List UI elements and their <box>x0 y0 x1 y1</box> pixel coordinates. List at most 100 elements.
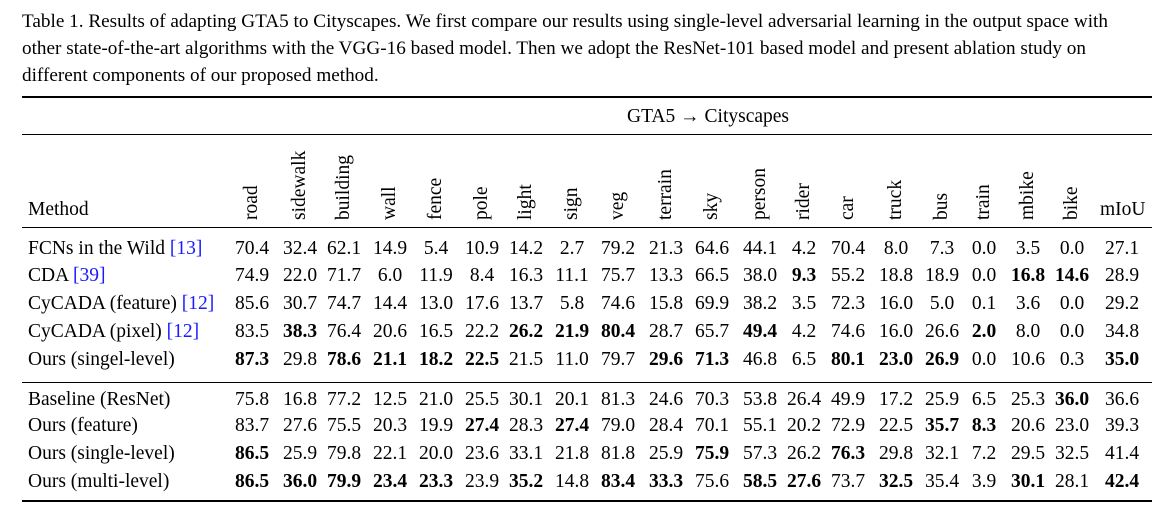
cell-person: 58.5 <box>742 471 778 492</box>
cell-fence: 20.0 <box>418 443 454 464</box>
cell-fence: 18.2 <box>418 349 454 370</box>
cell-fence: 16.5 <box>418 321 454 342</box>
cell-miou: 27.1 <box>1104 238 1140 259</box>
cell-miou: 28.9 <box>1104 265 1140 286</box>
cell-bus: 5.0 <box>929 293 955 314</box>
cell-car: 73.7 <box>830 471 866 492</box>
method-name: Ours (multi-level) <box>28 468 169 496</box>
method-name: Ours (singel-level) <box>28 346 175 374</box>
cell-truck: 29.8 <box>878 443 914 464</box>
cell-sign: 11.0 <box>555 349 589 370</box>
cell-train: 8.3 <box>971 415 997 436</box>
cell-person: 46.8 <box>742 349 778 370</box>
cell-rider: 3.5 <box>791 293 817 314</box>
cell-rider: 20.2 <box>786 415 822 436</box>
cell-truck: 18.8 <box>878 265 914 286</box>
cell-sign: 21.8 <box>554 443 590 464</box>
cell-building: 75.5 <box>326 415 362 436</box>
cell-truck: 17.2 <box>878 389 914 410</box>
cell-rider: 6.5 <box>791 349 817 370</box>
cell-terrain: 28.7 <box>648 321 684 342</box>
cell-veg: 81.3 <box>600 389 636 410</box>
method-name: Baseline (ResNet) <box>28 386 170 414</box>
cell-sky: 66.5 <box>694 265 730 286</box>
top-rule <box>22 96 1152 98</box>
cell-sky: 70.3 <box>694 389 730 410</box>
cell-terrain: 25.9 <box>648 443 684 464</box>
method-label: Baseline (ResNet) <box>28 389 171 410</box>
cell-building: 62.1 <box>326 238 362 259</box>
cell-bike: 0.0 <box>1059 238 1085 259</box>
cell-bus: 7.3 <box>929 238 955 259</box>
cell-light: 28.3 <box>508 415 544 436</box>
cell-sky: 65.7 <box>694 321 730 342</box>
cell-wall: 6.0 <box>377 265 403 286</box>
cell-pole: 23.6 <box>464 443 500 464</box>
cell-wall: 21.1 <box>372 349 408 370</box>
cell-building: 76.4 <box>326 321 362 342</box>
cell-truck: 22.5 <box>878 415 914 436</box>
cell-rider: 4.2 <box>791 238 817 259</box>
cell-train: 2.0 <box>971 321 997 342</box>
cell-fence: 5.4 <box>423 238 449 259</box>
cell-rider: 9.3 <box>791 265 817 286</box>
table-row: FCNs in the Wild [13] 70.4 32.4 62.1 14.9 5.4… <box>0 235 1168 263</box>
cell-person: 49.4 <box>742 321 778 342</box>
citation-link[interactable]: [12] <box>181 293 215 314</box>
citation-link[interactable]: [13] <box>169 238 203 259</box>
cell-veg: 79.2 <box>600 238 636 259</box>
header-rule <box>22 227 1152 228</box>
citation-link[interactable]: [39] <box>72 265 106 286</box>
cell-sidewalk: 29.8 <box>282 349 318 370</box>
cell-fence: 19.9 <box>418 415 454 436</box>
cell-light: 30.1 <box>508 389 544 410</box>
cell-mbike: 30.1 <box>1010 471 1046 492</box>
cell-mbike: 10.6 <box>1010 349 1046 370</box>
cell-bus: 35.7 <box>924 415 960 436</box>
cell-miou: 34.8 <box>1104 321 1140 342</box>
cell-sky: 69.9 <box>694 293 730 314</box>
cell-light: 35.2 <box>508 471 544 492</box>
cell-veg: 79.7 <box>600 349 636 370</box>
column-header-label: road <box>241 185 262 220</box>
cell-person: 55.1 <box>742 415 778 436</box>
cell-sidewalk: 30.7 <box>282 293 318 314</box>
cell-truck: 16.0 <box>878 321 914 342</box>
cell-rider: 27.6 <box>786 471 822 492</box>
cell-wall: 20.6 <box>372 321 408 342</box>
method-name: FCNs in the Wild [13] <box>28 235 202 263</box>
cell-sign: 14.8 <box>554 471 590 492</box>
cell-bike: 23.0 <box>1054 415 1090 436</box>
cell-terrain: 33.3 <box>648 471 684 492</box>
column-header-label: truck <box>885 179 906 220</box>
cell-truck: 23.0 <box>878 349 914 370</box>
cell-car: 72.9 <box>830 415 866 436</box>
cell-pole: 8.4 <box>469 265 495 286</box>
method-name: CDA [39] <box>28 262 105 290</box>
cell-car: 80.1 <box>830 349 866 370</box>
table-caption: Table 1. Results of adapting GTA5 to Cit… <box>22 11 1108 86</box>
cell-wall: 12.5 <box>372 389 408 410</box>
cell-veg: 74.6 <box>600 293 636 314</box>
cell-bike: 0.0 <box>1059 321 1085 342</box>
cell-mbike: 3.5 <box>1015 238 1041 259</box>
method-label: CyCADA (feature) <box>28 293 182 314</box>
cell-bus: 26.9 <box>924 349 960 370</box>
table-row: CyCADA (feature) [12] 85.6 30.7 74.7 14.4 13.… <box>0 290 1168 318</box>
cell-road: 70.4 <box>234 238 270 259</box>
cell-bus: 18.9 <box>924 265 960 286</box>
cell-building: 79.9 <box>326 471 362 492</box>
cell-sidewalk: 27.6 <box>282 415 318 436</box>
cell-sign: 27.4 <box>554 415 590 436</box>
cell-road: 87.3 <box>234 349 270 370</box>
cell-light: 21.5 <box>508 349 544 370</box>
citation-link[interactable]: [12] <box>166 321 200 342</box>
table-row: Ours (single-level) 86.5 25.9 79.8 22.1 20.0 2… <box>0 440 1168 468</box>
column-header-label: pole <box>471 186 492 220</box>
bottom-rule <box>22 500 1152 502</box>
cell-bike: 14.6 <box>1054 265 1090 286</box>
group-header-text: GTA5 → Cityscapes <box>627 106 789 127</box>
cell-mbike: 3.6 <box>1015 293 1041 314</box>
cell-fence: 11.9 <box>419 265 453 286</box>
